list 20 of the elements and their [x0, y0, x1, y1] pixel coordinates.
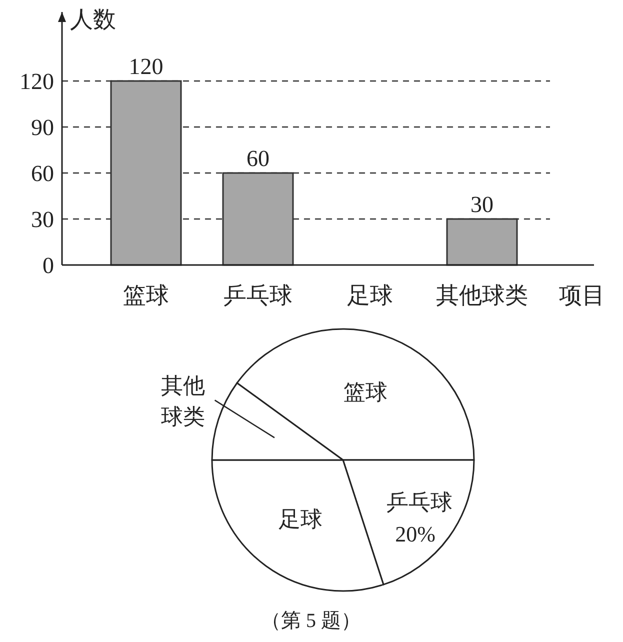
text: （第 5 题）: [261, 610, 361, 632]
data-label: 20%: [395, 521, 436, 546]
x-tick-label: 篮球: [123, 283, 169, 308]
slice-label: 其他球类: [160, 373, 205, 430]
data-label: 60: [246, 146, 270, 171]
data-label: 120: [128, 54, 164, 79]
x-axis-title: 项目: [559, 283, 605, 308]
y-tick-label: 30: [31, 207, 54, 232]
slice-label: 乒乓球: [386, 489, 452, 514]
y-axis-title: 人数: [70, 7, 116, 32]
slice-label: 足球: [278, 506, 323, 532]
x-tick-label: 乒乓球: [224, 283, 292, 308]
x-tick-label: 其他球类: [436, 283, 528, 308]
y-tick-label: 90: [31, 115, 54, 140]
y-tick-label: 0: [42, 253, 54, 278]
y-tick-label: 120: [20, 69, 54, 94]
slice-label: 篮球: [343, 379, 388, 404]
y-tick-label: 60: [31, 161, 54, 186]
data-label: 30: [470, 192, 494, 217]
x-tick-label: 足球: [347, 283, 393, 308]
